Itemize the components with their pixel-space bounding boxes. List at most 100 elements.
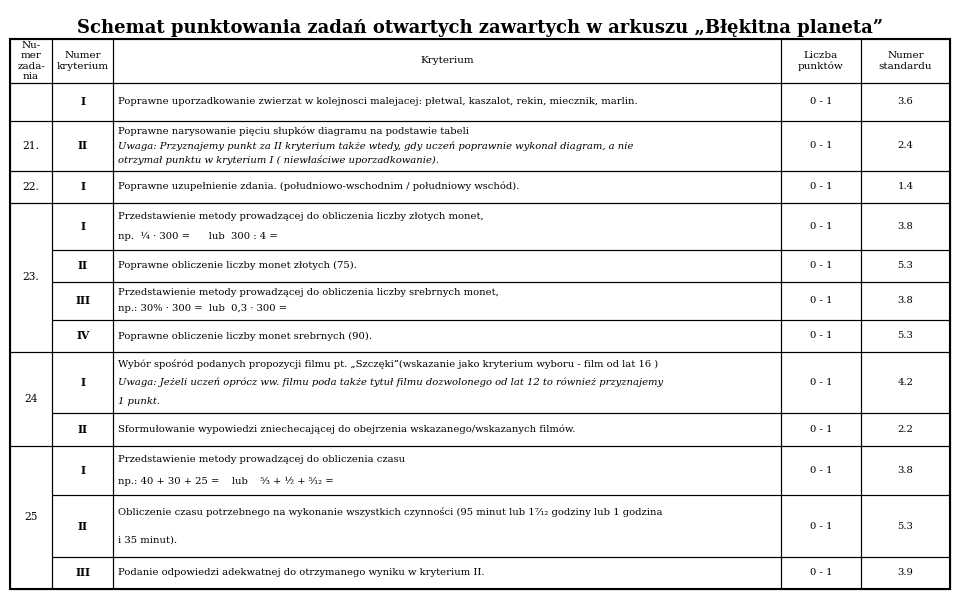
Text: Przedstawienie metody prowadzącej do obliczenia liczby srebrnych monet,: Przedstawienie metody prowadzącej do obl… (118, 288, 499, 297)
Bar (10, 445, 52, 589)
Bar (113, 171, 780, 203)
Text: 3.6: 3.6 (898, 97, 913, 106)
Bar (113, 121, 780, 171)
Text: III: III (75, 567, 90, 578)
Bar (113, 39, 780, 83)
Text: II: II (78, 260, 88, 271)
Text: Schemat punktowania zadań otwartych zawartych w arkuszu „Błękitna planeta”: Schemat punktowania zadań otwartych zawa… (77, 19, 883, 37)
Bar (861, 121, 950, 171)
Text: np.: 40 + 30 + 25 =    lub    ⁵⁄₃ + ½ + ⁵⁄₁₂ =: np.: 40 + 30 + 25 = lub ⁵⁄₃ + ½ + ⁵⁄₁₂ = (118, 477, 334, 486)
Text: I: I (81, 221, 85, 232)
Text: 5.3: 5.3 (898, 261, 913, 270)
Text: Uwaga: Przyznajemy punkt za II kryterium także wtedy, gdy uczeń poprawnie wykona: Uwaga: Przyznajemy punkt za II kryterium… (118, 141, 634, 150)
Text: Poprawne uporzadkowanie zwierzat w kolejnosci malejacej: płetwal, kaszalot, reki: Poprawne uporzadkowanie zwierzat w kolej… (118, 97, 638, 106)
Bar (52, 414, 113, 445)
Text: Poprawne uzupełnienie zdania. (południowo-wschodnim / południowy wschód).: Poprawne uzupełnienie zdania. (południow… (118, 182, 519, 192)
Bar (780, 282, 861, 320)
Text: 2.2: 2.2 (898, 425, 913, 434)
Bar (113, 414, 780, 445)
Bar (52, 39, 113, 83)
Text: Obliczenie czasu potrzebnego na wykonanie wszystkich czynności (95 minut lub 1⁷⁄: Obliczenie czasu potrzebnego na wykonani… (118, 507, 663, 517)
Bar (113, 445, 780, 496)
Text: Numer
standardu: Numer standardu (878, 51, 932, 70)
Bar (861, 282, 950, 320)
Text: np.: 30% · 300 =  lub  0,3 · 300 =: np.: 30% · 300 = lub 0,3 · 300 = (118, 304, 288, 313)
Bar (861, 445, 950, 496)
Text: 1.4: 1.4 (898, 182, 913, 191)
Text: Przedstawienie metody prowadzącej do obliczenia liczby złotych monet,: Przedstawienie metody prowadzącej do obl… (118, 211, 484, 220)
Bar (52, 445, 113, 496)
Bar (52, 171, 113, 203)
Bar (52, 282, 113, 320)
Text: Sformułowanie wypowiedzi zniechecającej do obejrzenia wskazanego/wskazanych film: Sformułowanie wypowiedzi zniechecającej … (118, 425, 576, 434)
Text: 21.: 21. (23, 141, 39, 151)
Text: Nu-
mer
zada-
nia: Nu- mer zada- nia (17, 41, 45, 81)
Text: Wybór spośród podanych propozycji filmu pt. „Szczęki”(wskazanie jako kryterium w: Wybór spośród podanych propozycji filmu … (118, 359, 659, 369)
Bar (861, 352, 950, 414)
Bar (780, 203, 861, 250)
Text: 0 - 1: 0 - 1 (809, 182, 832, 191)
Bar (113, 83, 780, 121)
Text: Numer
kryterium: Numer kryterium (57, 51, 108, 70)
Text: 0 - 1: 0 - 1 (809, 522, 832, 531)
Bar (52, 352, 113, 414)
Bar (780, 557, 861, 589)
Text: 0 - 1: 0 - 1 (809, 261, 832, 270)
Bar (861, 496, 950, 557)
Bar (861, 171, 950, 203)
Bar (780, 320, 861, 352)
Bar (10, 352, 52, 445)
Text: Poprawne obliczenie liczby monet złotych (75).: Poprawne obliczenie liczby monet złotych… (118, 261, 357, 270)
Bar (52, 121, 113, 171)
Bar (780, 445, 861, 496)
Bar (861, 250, 950, 282)
Text: 3.8: 3.8 (898, 296, 913, 305)
Text: II: II (78, 521, 88, 531)
Text: 2.4: 2.4 (898, 141, 913, 150)
Text: 5.3: 5.3 (898, 522, 913, 531)
Text: i 35 minut).: i 35 minut). (118, 536, 178, 544)
Text: 0 - 1: 0 - 1 (809, 331, 832, 340)
Text: Podanie odpowiedzi adekwatnej do otrzymanego wyniku w kryterium II.: Podanie odpowiedzi adekwatnej do otrzyma… (118, 568, 485, 577)
Text: 3.8: 3.8 (898, 221, 913, 230)
Text: Poprawne obliczenie liczby monet srebrnych (90).: Poprawne obliczenie liczby monet srebrny… (118, 331, 372, 340)
Text: 4.2: 4.2 (898, 378, 913, 387)
Text: 0 - 1: 0 - 1 (809, 425, 832, 434)
Text: Kryterium: Kryterium (420, 57, 474, 66)
Text: 0 - 1: 0 - 1 (809, 141, 832, 150)
Bar (780, 171, 861, 203)
Text: otrzymał punktu w kryterium I ( niewłaściwe uporzadkowanie).: otrzymał punktu w kryterium I ( niewłaśc… (118, 155, 440, 165)
Bar (52, 83, 113, 121)
Text: 23.: 23. (23, 272, 39, 282)
Bar (861, 203, 950, 250)
Text: I: I (81, 465, 85, 476)
Bar (10, 83, 52, 121)
Text: 25: 25 (24, 512, 37, 522)
Bar (52, 320, 113, 352)
Text: I: I (81, 377, 85, 388)
Bar (113, 250, 780, 282)
Text: I: I (81, 181, 85, 192)
Text: Poprawne narysowanie pięciu słupków diagramu na podstawie tabeli: Poprawne narysowanie pięciu słupków diag… (118, 127, 469, 136)
Bar (861, 83, 950, 121)
Bar (780, 250, 861, 282)
Text: 24: 24 (24, 394, 37, 404)
Text: II: II (78, 424, 88, 435)
Text: III: III (75, 296, 90, 306)
Bar (10, 171, 52, 203)
Bar (113, 203, 780, 250)
Text: 1 punkt.: 1 punkt. (118, 397, 160, 406)
Bar (861, 320, 950, 352)
Text: 5.3: 5.3 (898, 331, 913, 340)
Text: 0 - 1: 0 - 1 (809, 97, 832, 106)
Bar (780, 352, 861, 414)
Text: Liczba
punktów: Liczba punktów (798, 51, 844, 71)
Bar (113, 320, 780, 352)
Text: Przedstawienie metody prowadzącej do obliczenia czasu: Przedstawienie metody prowadzącej do obl… (118, 455, 405, 464)
Bar (861, 414, 950, 445)
Text: 0 - 1: 0 - 1 (809, 221, 832, 230)
Bar (52, 250, 113, 282)
Bar (780, 121, 861, 171)
Text: I: I (81, 96, 85, 107)
Bar (52, 557, 113, 589)
